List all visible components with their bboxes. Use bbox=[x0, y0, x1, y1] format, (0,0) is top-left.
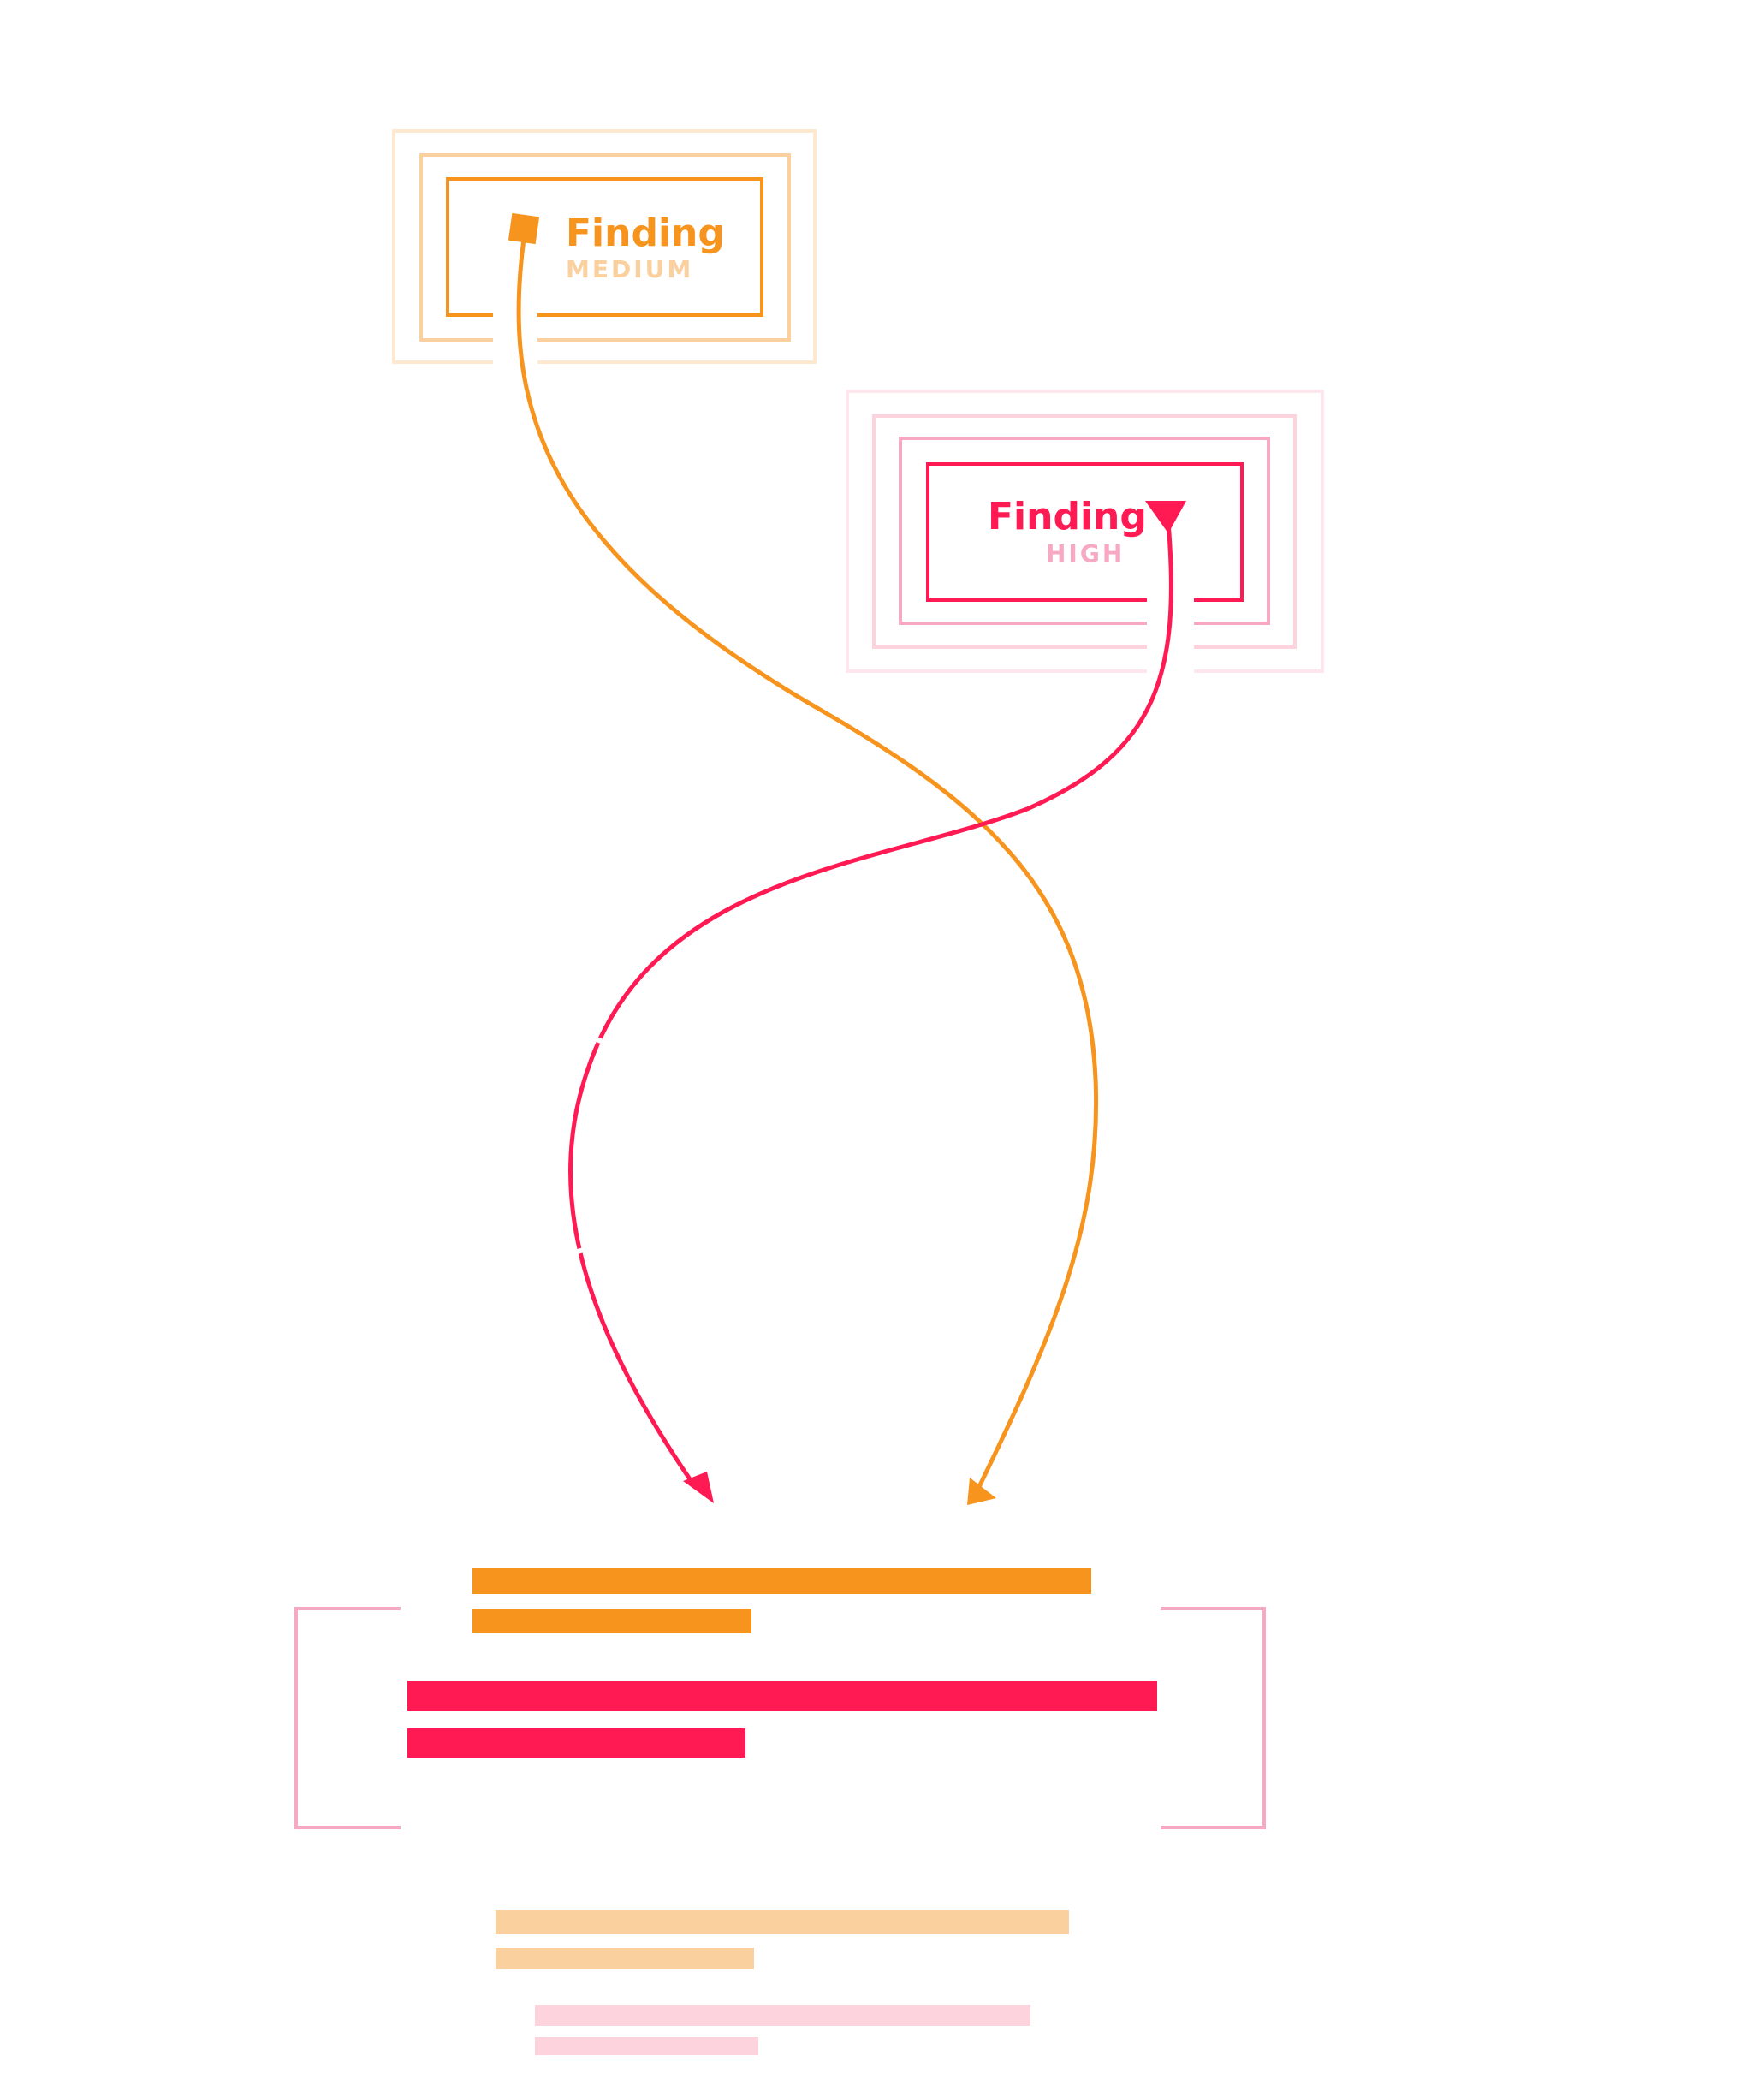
finding-high-severity: HIGH bbox=[1046, 539, 1125, 568]
target-document bbox=[294, 1568, 1266, 2055]
connector-medium bbox=[516, 232, 1099, 1496]
target-high-bracket bbox=[294, 1607, 1266, 1829]
connector-medium-end-arrow-icon bbox=[967, 1478, 996, 1505]
finding-medium-frame-inner bbox=[446, 177, 763, 317]
target-medium-line-1 bbox=[472, 1568, 1091, 1594]
finding-high-frame-third bbox=[899, 437, 1270, 625]
faded-medium-line-1 bbox=[496, 1910, 1069, 1934]
finding-medium-frame-middle bbox=[419, 153, 791, 342]
connector-high-breaks bbox=[564, 1035, 611, 1258]
target-high-line-2 bbox=[407, 1728, 745, 1758]
finding-high-title: Finding bbox=[988, 495, 1147, 538]
faded-high-line-2 bbox=[535, 2037, 758, 2055]
faded-high-line-1 bbox=[535, 2005, 1030, 2026]
connector-high bbox=[568, 521, 1173, 1490]
finding-high-frame-inner bbox=[926, 462, 1244, 602]
finding-medium-frame-outer bbox=[392, 129, 817, 364]
finding-high-frame-second bbox=[872, 414, 1297, 649]
finding-medium-title: Finding bbox=[566, 211, 725, 255]
finding-high-card[interactable]: Finding HIGH bbox=[846, 390, 1324, 673]
target-medium-line-2 bbox=[472, 1609, 751, 1633]
finding-high-frame-outer bbox=[846, 390, 1324, 673]
connector-medium-start-square bbox=[508, 212, 540, 245]
target-high-line-1 bbox=[407, 1681, 1157, 1711]
connector-high-start-arrow-icon bbox=[1145, 501, 1186, 533]
connector-high-end-arrow-icon bbox=[683, 1472, 714, 1503]
finding-medium-severity: MEDIUM bbox=[566, 255, 693, 283]
finding-medium-card[interactable]: Finding MEDIUM bbox=[392, 129, 817, 364]
faded-medium-line-2 bbox=[496, 1948, 754, 1969]
